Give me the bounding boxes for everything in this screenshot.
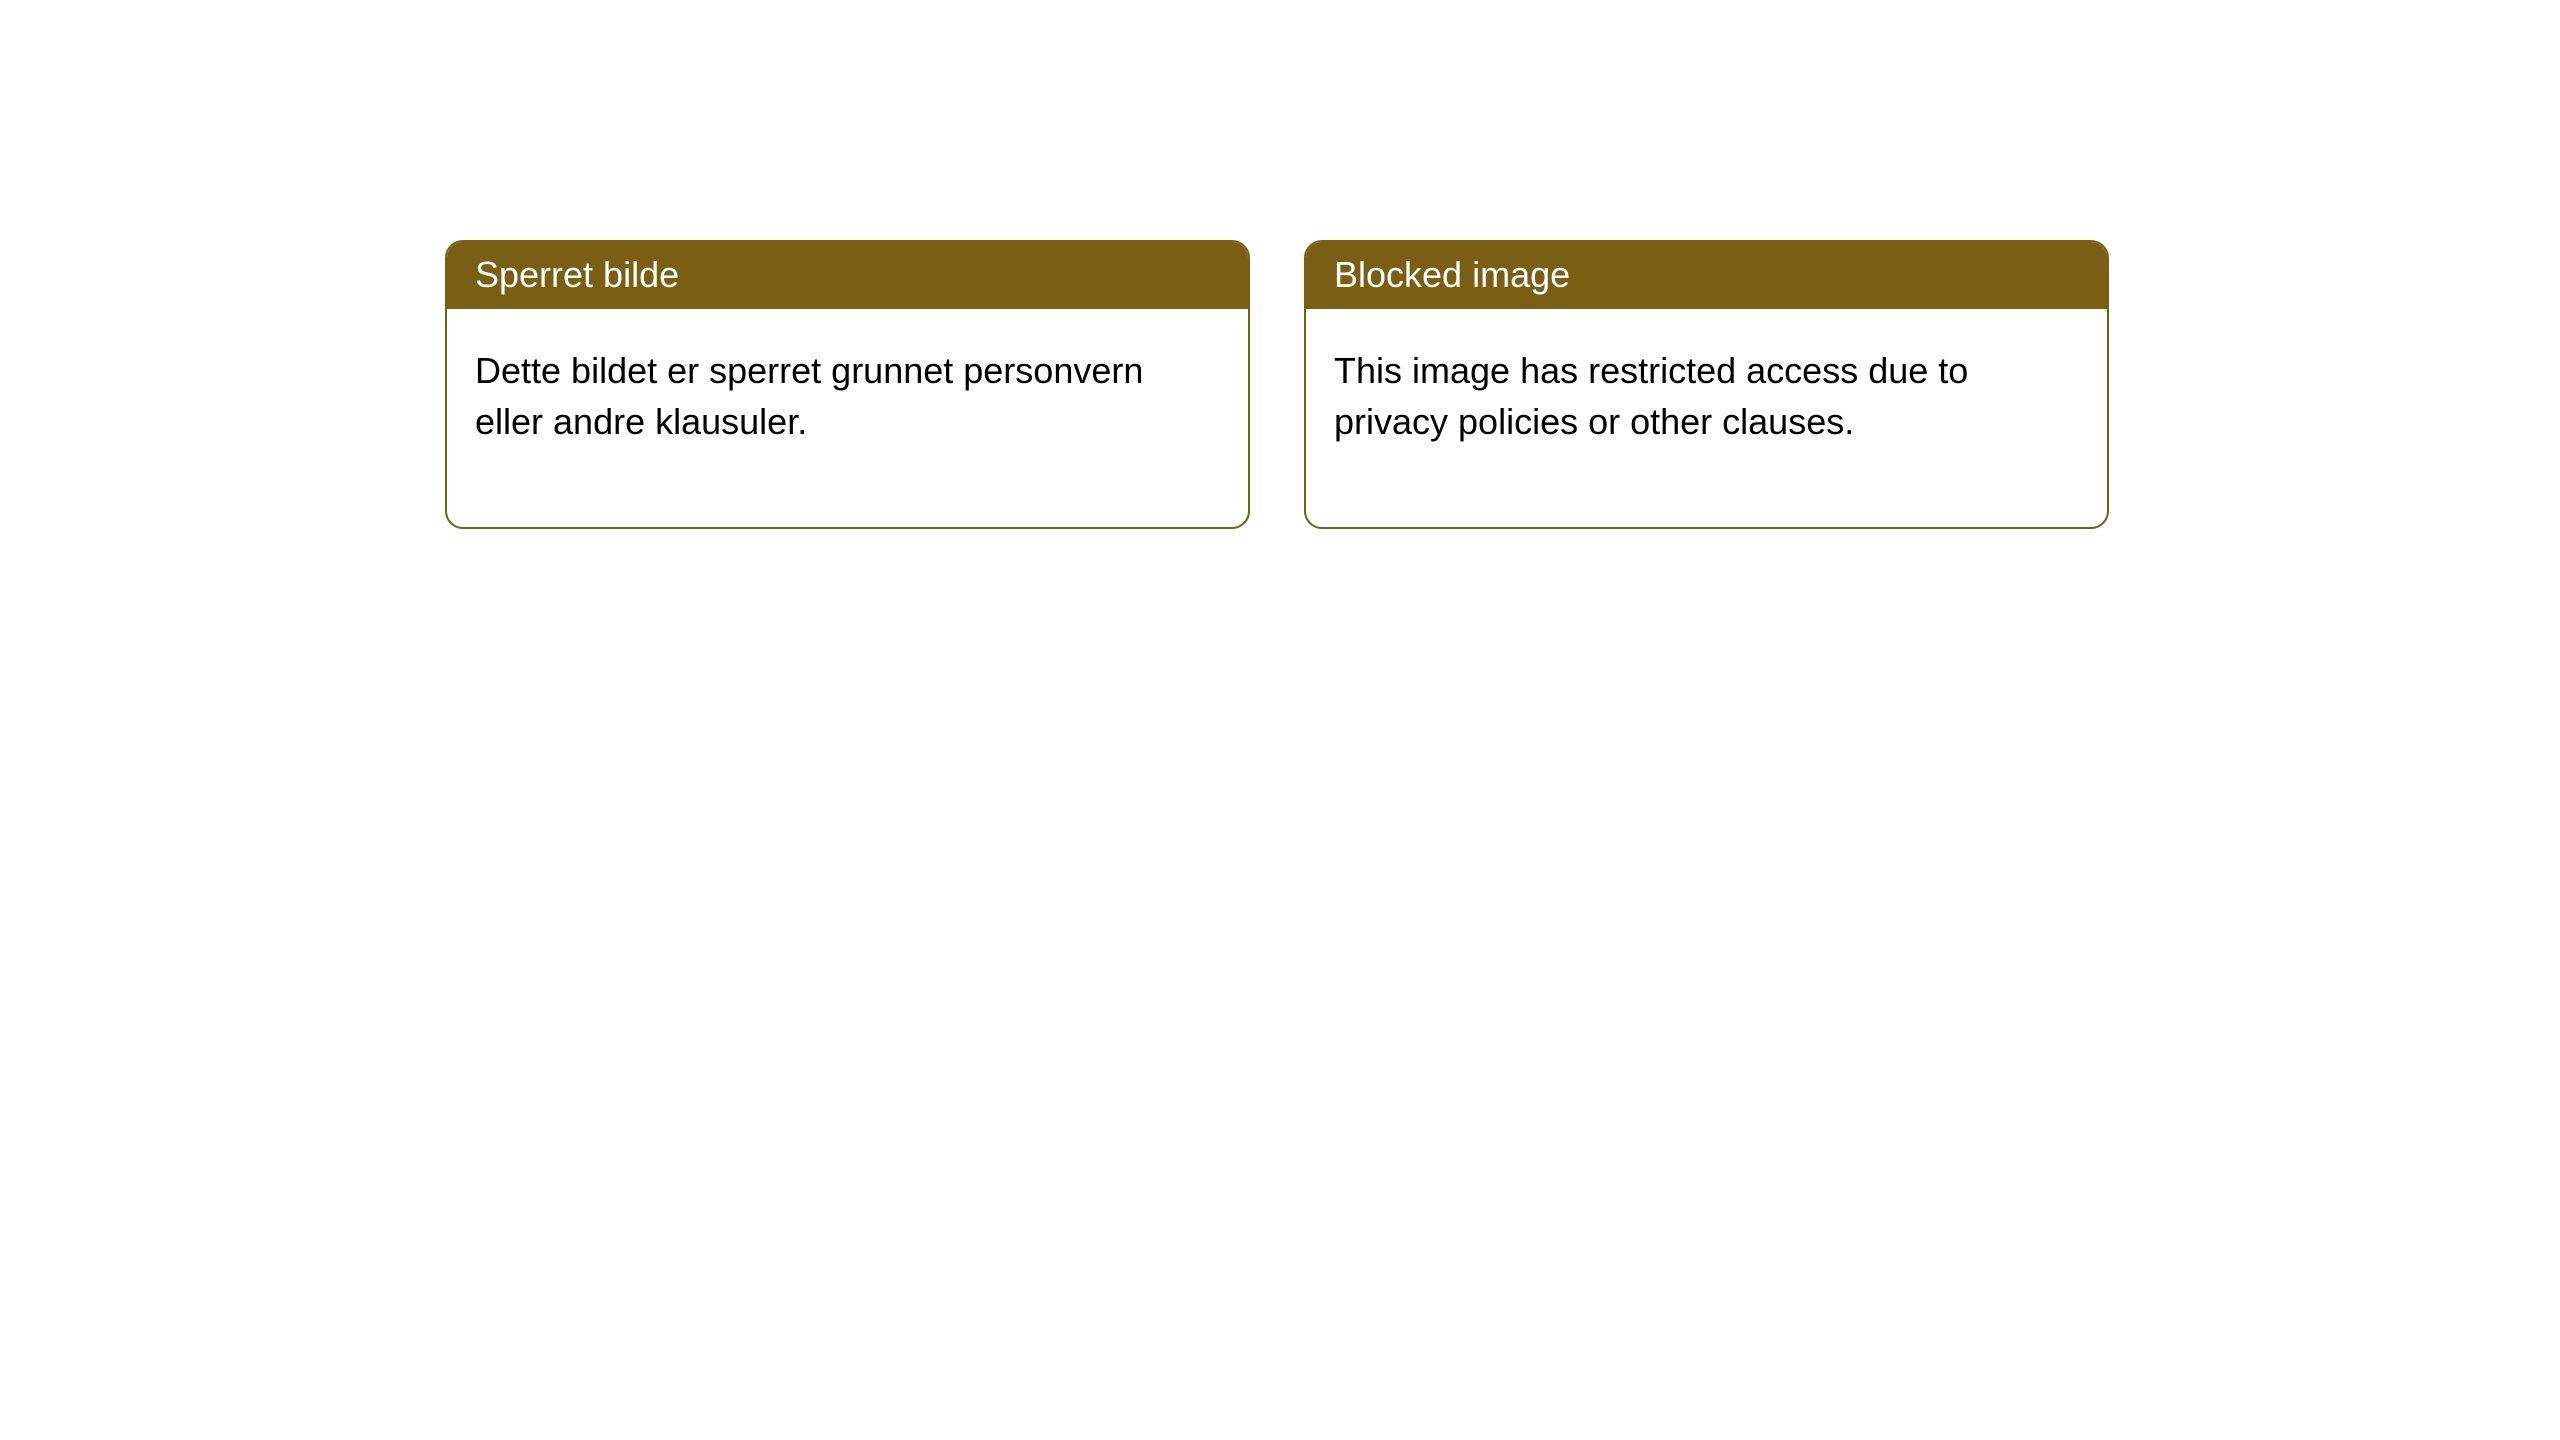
notice-title-norwegian: Sperret bilde xyxy=(447,242,1248,309)
notice-body-norwegian: Dette bildet er sperret grunnet personve… xyxy=(447,309,1248,527)
notice-body-english: This image has restricted access due to … xyxy=(1306,309,2107,527)
notice-title-english: Blocked image xyxy=(1306,242,2107,309)
notice-card-english: Blocked image This image has restricted … xyxy=(1304,240,2109,529)
notice-card-norwegian: Sperret bilde Dette bildet er sperret gr… xyxy=(445,240,1250,529)
notice-container: Sperret bilde Dette bildet er sperret gr… xyxy=(0,0,2560,529)
